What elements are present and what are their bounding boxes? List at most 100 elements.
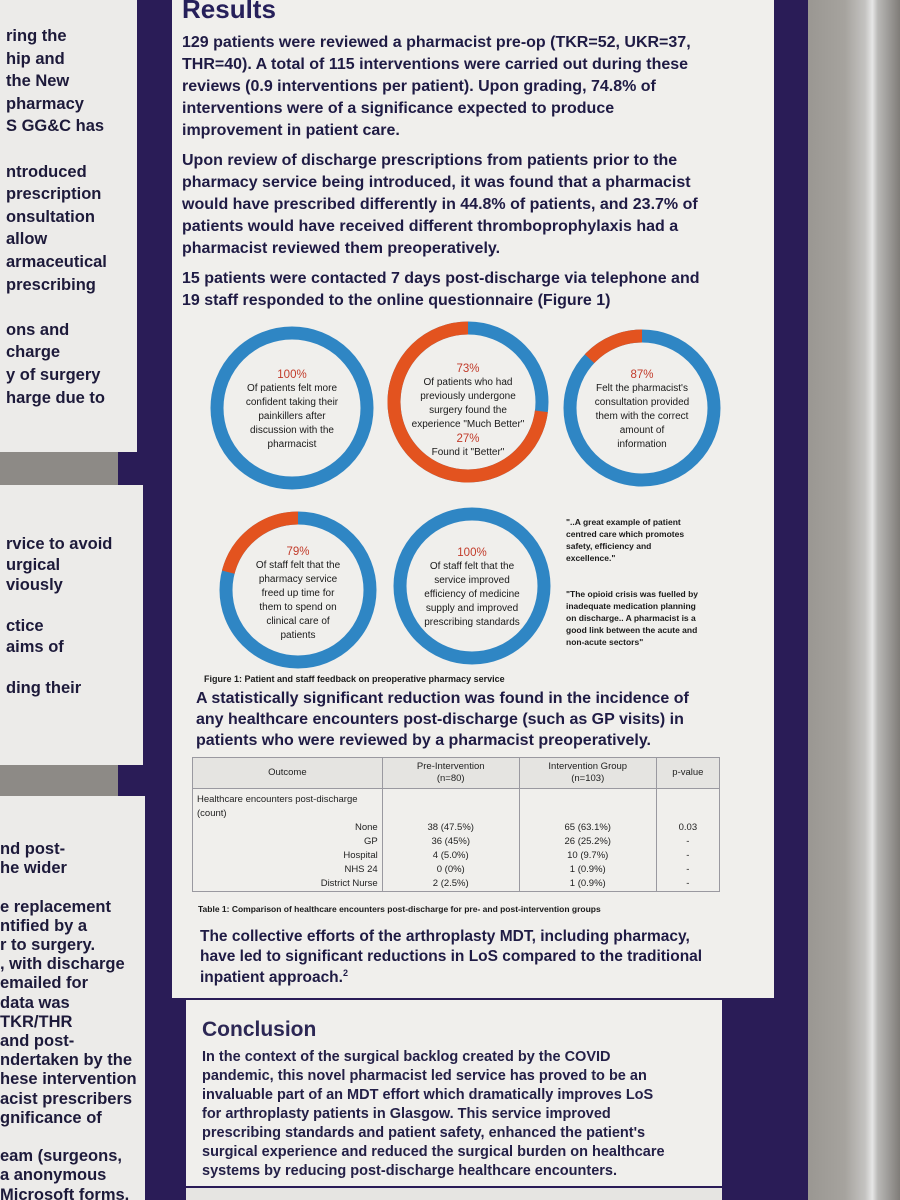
table-row: GP 36 (45%) 26 (25.2%) - (192, 835, 721, 849)
donut-text-line: them to spend on (259, 602, 337, 613)
results-line: interventions were of a significance exp… (182, 100, 615, 117)
collective-line: inpatient approach.2 (200, 968, 348, 987)
left-column-line: acist prescribers (0, 1089, 133, 1108)
row-int: 1 (0.9%) (518, 877, 657, 892)
row-label: GP (192, 835, 383, 849)
donut-text-line: patients (280, 630, 316, 641)
left-column-line: viously (6, 576, 63, 595)
left-column-line: prescription (6, 185, 102, 204)
row-int: 65 (63.1%) (518, 821, 657, 835)
conclusion-line: invaluable part of an MDT effort which d… (202, 1087, 654, 1103)
row-p: - (655, 849, 721, 863)
results-line: would have prescribed differently in 44.… (182, 196, 698, 213)
left-column-line: ring the (6, 27, 67, 45)
donut-text-line: experience "Much Better" (411, 419, 525, 430)
row-int: 26 (25.2%) (518, 835, 657, 849)
results-line: Upon review of discharge prescriptions f… (182, 152, 678, 169)
row-pre: 4 (5.0%) (381, 849, 520, 863)
next-panel-edge (186, 1188, 722, 1200)
staff-quote-1: "..A great example of patient centred ca… (566, 516, 684, 564)
donut-percent: 100% (457, 547, 487, 559)
left-column-line: ntroduced (6, 162, 87, 181)
left-column-line: aims of (6, 638, 64, 656)
left-column-line: ding their (6, 679, 82, 698)
row-pre: 2 (2.5%) (381, 877, 520, 892)
header-pre-n: (n=80) (436, 773, 465, 784)
donut-text-line: discussion with the (250, 425, 334, 436)
donut-orange-segment (221, 511, 299, 574)
left-column-line: he wider (0, 859, 67, 878)
donut-text-line: supply and improved (425, 603, 519, 614)
left-column-line: ndertaken by the (0, 1051, 133, 1070)
left-column-line: urgical (6, 555, 61, 574)
results-line: patients would have received different t… (182, 218, 679, 235)
donut-text-line: previously undergone (420, 391, 516, 402)
left-column-line: e replacement (0, 897, 111, 916)
header-pre-label: Pre-Intervention (416, 761, 485, 772)
table-row: NHS 24 0 (0%) 1 (0.9%) - (192, 863, 721, 877)
encounters-table: Outcome Pre-Intervention (n=80) Interven… (192, 757, 721, 892)
donut-text-line: surgery found the (429, 405, 507, 416)
table-group-row: (count) (192, 807, 721, 821)
results-line: pharmacy service being introduced, it wa… (182, 174, 691, 191)
left-column-line: a anonymous (0, 1166, 107, 1185)
donut-text-line: amount of (619, 425, 665, 436)
table-header-row: Outcome Pre-Intervention (n=80) Interven… (192, 757, 721, 789)
table-caption: Table 1: Comparison of healthcare encoun… (198, 904, 601, 914)
donut-text-line: clinical care of (266, 616, 330, 627)
row-pre: 38 (47.5%) (381, 821, 520, 835)
conclusion-line: prescribing standards and patient safety… (202, 1125, 646, 1141)
donut-label: 100% Of patients felt more confident takin… (232, 368, 352, 452)
left-column-line: r to surgery. (0, 936, 96, 954)
results-line: improvement in patient care. (182, 122, 400, 139)
donut-text-line: service improved (434, 575, 510, 586)
donut-percent: 87% (630, 369, 654, 381)
left-column-line: hese intervention (0, 1070, 137, 1089)
left-panel-middle: rvice to avoid urgical viously ctice aims of… (0, 485, 143, 765)
row-pre: 0 (0%) (381, 863, 520, 877)
left-panel-top: ring the hip and the New pharmacy S GG&C has… (0, 0, 137, 452)
figure-caption: Figure 1: Patient and staff feedback on … (204, 674, 505, 684)
results-line: THR=40). A total of 115 interventions we… (182, 56, 689, 73)
donut-text-line: them with the correct (595, 411, 689, 422)
row-int: 1 (0.9%) (518, 863, 657, 877)
row-p: - (655, 835, 721, 849)
donut-text-line: Of staff felt that the (255, 560, 341, 571)
donut-label: 79% Of staff felt that the pharmacy servic… (238, 545, 358, 643)
donut-label: 87% Felt the pharmacist's consultation pro… (582, 368, 702, 452)
left-column-line: onsultation (6, 207, 95, 226)
quote-line: "The opioid crisis was fuelled by (566, 589, 699, 599)
left-column-line: nd post- (0, 840, 66, 858)
staff-quote-2: "The opioid crisis was fuelled by inadeq… (566, 588, 698, 648)
results-line: reviews (0.9 interventions per patient).… (182, 78, 656, 95)
results-line: 129 patients were reviewed a pharmacist … (182, 34, 691, 51)
left-column-line: eam (surgeons, (0, 1147, 122, 1166)
left-column-line: ntified by a (0, 916, 88, 935)
left-column-line: TKR/THR (0, 1012, 73, 1031)
citation-sup: 2 (342, 968, 348, 978)
header-int-label: Intervention Group (548, 761, 628, 772)
wall-background (808, 0, 900, 1200)
reduction-line: patients who were reviewed by a pharmaci… (196, 732, 651, 749)
collective-line: The collective efforts of the arthroplas… (200, 928, 690, 945)
left-column-line: allow (6, 230, 48, 249)
conclusion-line: surgical experience and reduced the surg… (202, 1144, 665, 1160)
row-label: NHS 24 (192, 863, 383, 877)
left-column-line: harge due to (6, 388, 106, 407)
header-p-value: p-value (655, 757, 721, 789)
row-p: - (655, 863, 721, 877)
donut-text-line: efficiency of medicine (424, 589, 520, 600)
donut-text-line: consultation provided (594, 397, 690, 408)
table-row: None 38 (47.5%) 65 (63.1%) 0.03 (192, 821, 721, 835)
donut-blue-ring (393, 507, 551, 665)
conclusion-panel (186, 1000, 722, 1186)
results-heading: Results (182, 0, 276, 24)
donut-orange-segment (584, 329, 643, 364)
left-column-line: the New (6, 72, 70, 91)
donut-percent-secondary: 27% (456, 433, 480, 445)
donut-percent: 100% (277, 369, 307, 381)
donut-text-line: Of patients felt more (246, 383, 338, 394)
donut-text-line: prescribing standards (424, 617, 520, 628)
quote-line: on discharge.. A pharmacist is a (566, 613, 696, 623)
donut-orange-segment (387, 321, 548, 483)
